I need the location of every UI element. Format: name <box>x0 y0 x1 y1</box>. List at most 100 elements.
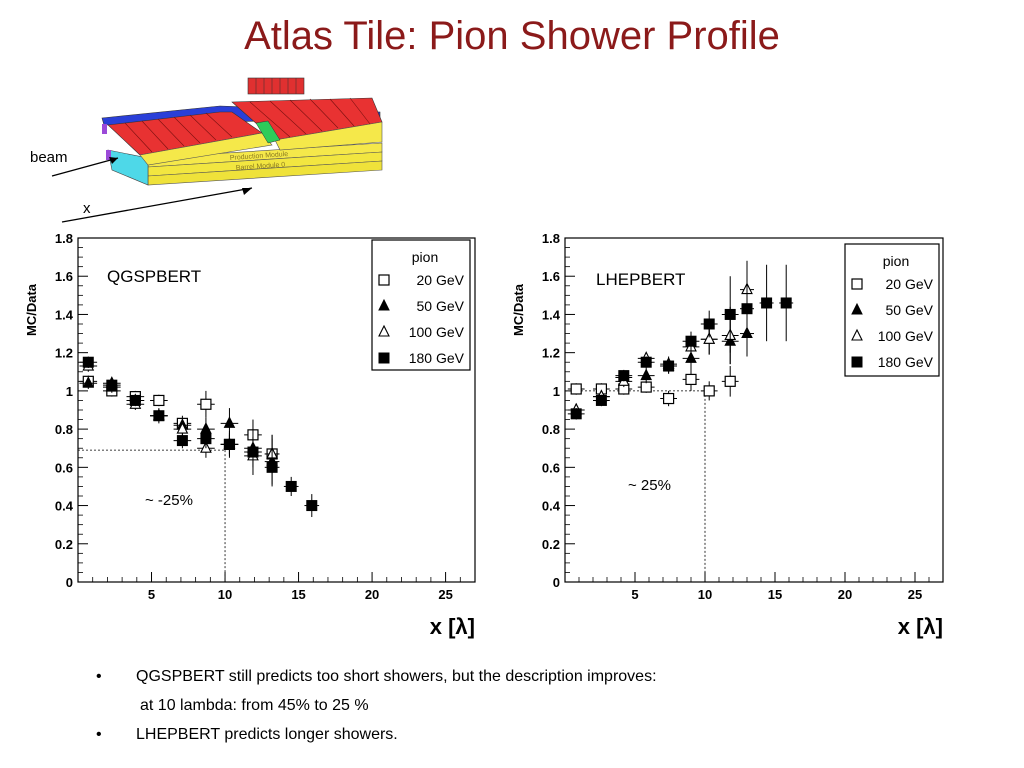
x-tick-label: 25 <box>438 587 452 602</box>
legend-title: pion <box>883 253 909 269</box>
beam-arrow <box>51 157 119 177</box>
y-tick-label: 1.8 <box>542 231 560 246</box>
data-point <box>570 383 582 395</box>
y-tick-label: 1.2 <box>542 346 560 361</box>
legend-marker <box>851 278 863 290</box>
x-tick-label: 5 <box>148 587 155 602</box>
y-tick-label: 0.2 <box>542 537 560 552</box>
data-point <box>82 376 95 388</box>
legend-marker <box>378 324 390 337</box>
data-point <box>82 356 94 368</box>
data-point <box>200 398 212 410</box>
data-point <box>640 356 652 368</box>
y-tick-label: 1 <box>66 384 73 399</box>
y-tick-label: 1.6 <box>542 269 560 284</box>
legend-marker <box>851 328 863 341</box>
x-axis-title: x [λ] <box>898 614 943 639</box>
y-axis-title: MC/Data <box>511 283 526 336</box>
legend-label: 180 GeV <box>409 350 465 366</box>
y-tick-label: 0.2 <box>55 537 73 552</box>
y-tick-label: 1.4 <box>55 307 74 322</box>
legend-marker <box>378 274 390 286</box>
y-tick-label: 1.4 <box>542 307 561 322</box>
data-point <box>724 308 736 320</box>
bullet-item: • LHEPBERT predicts longer showers. <box>90 720 657 749</box>
y-axis-title: MC/Data <box>24 283 39 336</box>
data-point <box>266 461 278 473</box>
data-point <box>741 303 753 315</box>
x-tick-label: 20 <box>365 587 379 602</box>
y-tick-label: 0 <box>66 575 73 590</box>
x-tick-label: 25 <box>908 587 922 602</box>
data-point <box>640 368 653 381</box>
module-label-barrel: Barrel Module 0 <box>236 162 286 172</box>
x-tick-label: 10 <box>698 587 712 602</box>
model-annotation: QGSPBERT <box>107 267 201 286</box>
legend-box <box>371 239 471 371</box>
data-point <box>618 370 630 382</box>
data-point <box>129 394 141 406</box>
x-tick-label: 15 <box>291 587 305 602</box>
model-annotation: LHEPBERT <box>596 270 685 289</box>
slide-title: Atlas Tile: Pion Shower Profile <box>244 14 780 58</box>
percent-note: ~ -25% <box>145 492 193 509</box>
data-point <box>685 373 697 386</box>
y-tick-label: 1.6 <box>55 269 73 284</box>
legend-marker <box>851 356 863 368</box>
data-point <box>724 375 736 387</box>
beam-label: beam <box>30 149 68 166</box>
legend-marker <box>378 298 390 311</box>
legend-box <box>844 243 940 377</box>
data-point <box>685 335 697 347</box>
beam-arrow-head <box>109 157 118 164</box>
legend-label: 100 GeV <box>878 328 934 344</box>
y-tick-label: 0.4 <box>55 499 74 514</box>
data-point <box>761 297 773 309</box>
data-point <box>703 385 715 397</box>
bullet-item: • QGSPBERT still predicts too short show… <box>90 662 657 691</box>
bullet-text: at 10 lambda: from 45% to 25 % <box>140 697 369 714</box>
bullet-text: LHEPBERT predicts longer showers. <box>136 726 398 743</box>
legend-marker <box>851 302 863 315</box>
data-point <box>247 446 259 458</box>
legend-label: 50 GeV <box>417 298 465 314</box>
data-point <box>662 392 675 405</box>
x-tick-label: 5 <box>631 587 638 602</box>
percent-note: ~ 25% <box>628 477 671 494</box>
y-tick-label: 1 <box>553 384 560 399</box>
y-tick-label: 0.6 <box>55 460 73 475</box>
y-tick-label: 1.8 <box>55 231 73 246</box>
bullet-list: • QGSPBERT still predicts too short show… <box>90 662 657 749</box>
data-point <box>223 438 235 450</box>
legend-title: pion <box>412 249 438 265</box>
legend-marker <box>378 352 390 364</box>
module-label-production: Production Module <box>230 151 289 162</box>
legend-label: 180 GeV <box>878 354 934 370</box>
chart-qgspbert: 0 0.2 0.4 0.6 0.8 1 1.2 1.4 1.6 1.8 5 10 15 20 25 MC/Da… <box>24 231 476 639</box>
data-point <box>780 297 792 309</box>
data-point <box>200 433 212 445</box>
x-axis-title: x [λ] <box>430 614 475 639</box>
detector-figure: Production Module Barrel Module 0 beam x <box>30 77 383 223</box>
y-tick-label: 0 <box>553 575 560 590</box>
legend-label: 50 GeV <box>886 302 934 318</box>
x-arrow <box>61 187 253 223</box>
data-point <box>663 360 675 372</box>
data-point <box>595 394 607 406</box>
bullet-marker: • <box>96 726 102 743</box>
y-tick-label: 0.6 <box>542 460 560 475</box>
y-tick-label: 0.8 <box>542 422 560 437</box>
bullet-marker: • <box>96 668 102 685</box>
data-point <box>640 381 652 393</box>
data-point <box>306 500 318 512</box>
data-point <box>153 410 165 422</box>
bullet-text: QGSPBERT still predicts too short shower… <box>136 668 657 685</box>
data-point <box>223 416 236 428</box>
data-point <box>106 379 118 391</box>
data-point <box>703 318 715 330</box>
x-tick-label: 10 <box>218 587 232 602</box>
data-point <box>570 408 582 420</box>
x-tick-label: 15 <box>768 587 782 602</box>
x-arrow-head <box>242 188 252 195</box>
bullet-item-continuation: at 10 lambda: from 45% to 25 % <box>90 691 657 720</box>
